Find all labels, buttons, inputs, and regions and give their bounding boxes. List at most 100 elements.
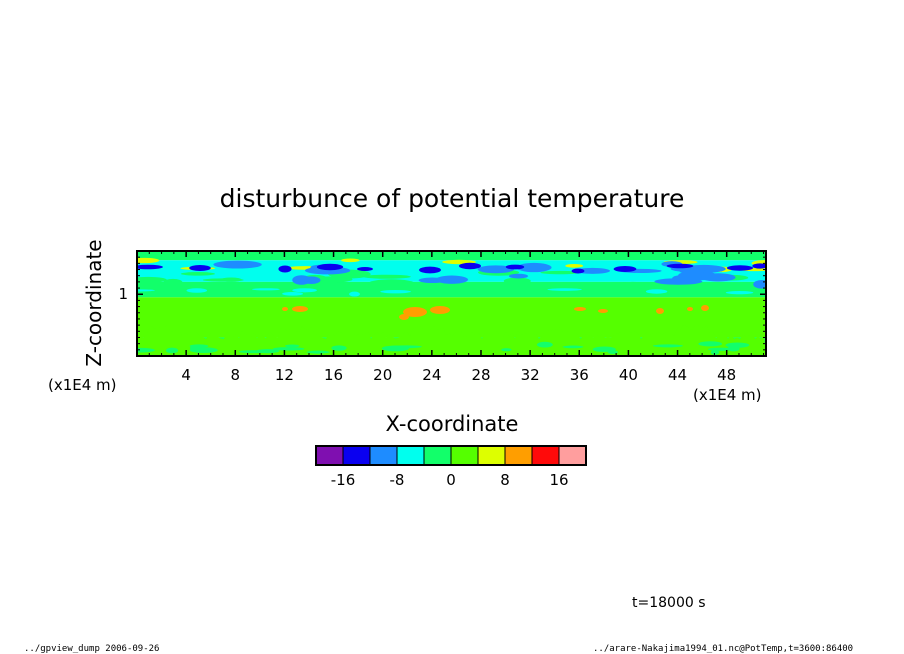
heatmap-patch — [251, 288, 280, 291]
heatmap-patch — [137, 264, 163, 270]
heatmap-patch — [367, 279, 416, 289]
heatmap-patch — [292, 288, 317, 293]
heatmap-patch — [292, 306, 308, 312]
x-tick-label: 4 — [181, 366, 191, 384]
heatmap-patch — [687, 307, 693, 311]
heatmap-patch — [725, 291, 754, 295]
time-annotation: t=18000 s — [632, 595, 706, 611]
colorbar-swatch — [423, 445, 452, 466]
colorbar-swatch — [531, 445, 560, 466]
colorbar-label: -16 — [331, 471, 356, 489]
colorbar-swatch — [504, 445, 533, 466]
x-axis-label: X-coordinate — [386, 412, 519, 436]
colorbar-swatch — [450, 445, 479, 466]
x-tick-label: 28 — [471, 366, 490, 384]
heatmap-patch — [213, 260, 262, 269]
heatmap-patch — [458, 262, 482, 270]
heatmap-patch — [652, 344, 683, 348]
heatmap-patch — [331, 345, 347, 351]
y-tick-label: 1 — [118, 285, 128, 303]
x-tick-label: 40 — [619, 366, 638, 384]
colorbar-swatch — [369, 445, 398, 466]
heatmap-patch — [477, 265, 515, 274]
colorbar — [315, 445, 587, 466]
heatmap-patch — [284, 344, 300, 348]
heatmap-patch — [272, 347, 305, 351]
x-tick-label: 20 — [373, 366, 392, 384]
heatmap-patch — [438, 283, 479, 288]
heatmap-patch — [180, 272, 216, 276]
heatmap-patch — [752, 263, 766, 269]
heatmap-patch — [137, 289, 155, 292]
heatmap-band — [137, 297, 766, 338]
heatmap-patch — [303, 283, 318, 290]
heatmap-patch — [565, 263, 584, 268]
heatmap-patch — [666, 263, 694, 269]
heatmap-patch — [656, 308, 664, 314]
plot-frame — [136, 250, 767, 357]
heatmap-band — [137, 260, 766, 282]
heatmap-patch — [536, 341, 553, 348]
x-axis: 4 8 12 16 20 24 28 32 36 40 44 48 — [148, 251, 765, 384]
heatmap-patch — [399, 314, 409, 320]
heatmap-patch — [619, 281, 646, 290]
heatmap-patch — [540, 270, 581, 275]
heatmap-patch — [363, 274, 411, 279]
colorbar-swatch — [477, 445, 506, 466]
x-axis-unit: (x1E4 m) — [693, 386, 762, 404]
heatmap-patch — [571, 268, 585, 274]
colorbar-labels: -16 -8 0 8 16 — [331, 471, 569, 489]
heatmap-patch — [710, 349, 720, 355]
heatmap-patch — [381, 345, 410, 352]
heatmap-patch — [137, 347, 155, 353]
heatmap-patch — [302, 276, 321, 284]
heatmap-patch — [575, 267, 610, 274]
heatmap-patch — [698, 341, 723, 347]
x-tick-label: 36 — [570, 366, 589, 384]
heatmap-patch — [501, 348, 512, 352]
heatmap-patch — [316, 263, 344, 271]
x-tick-label: 32 — [521, 366, 540, 384]
colorbar-label: -8 — [390, 471, 405, 489]
x-tick-label: 8 — [231, 366, 241, 384]
heatmap-patch — [278, 265, 292, 273]
heatmap-band — [137, 251, 766, 261]
heatmap-patch — [403, 307, 427, 317]
colorbar-swatch — [342, 445, 371, 466]
x-tick-label: 48 — [717, 366, 736, 384]
heatmap-patch — [598, 309, 608, 313]
heatmap-patch — [574, 307, 586, 311]
heatmap-patch — [505, 264, 525, 270]
heatmap-patch — [166, 347, 179, 354]
heatmap-patch — [238, 350, 269, 354]
heatmap-patch — [654, 278, 703, 285]
colorbar-label: 8 — [500, 471, 510, 489]
heatmap-patch — [336, 277, 353, 282]
heatmap-patch — [503, 277, 531, 285]
heatmap-patch — [282, 307, 288, 311]
heatmap-patch — [137, 257, 160, 264]
heatmap-patch — [419, 266, 441, 274]
heatmap-patch — [282, 291, 304, 296]
heatmap-patch — [349, 291, 360, 297]
heatmap-patch — [380, 289, 411, 294]
heatmap-patch — [700, 273, 736, 282]
heatmap-patch — [727, 345, 740, 352]
heatmap-patch — [645, 289, 668, 294]
y-axis-unit: (x1E4 m) — [48, 376, 117, 394]
heatmap-patch — [430, 306, 450, 314]
chart-title: disturbunce of potential temperature — [220, 184, 685, 213]
y-axis-label: Z-coordinate — [82, 239, 106, 366]
heatmap-patch — [357, 266, 373, 272]
heatmap-patch — [418, 277, 446, 284]
heatmap-patch — [592, 346, 616, 352]
heatmap-patch — [186, 288, 208, 293]
heatmap-patch — [137, 276, 167, 283]
colorbar-swatch — [396, 445, 425, 466]
footer-right: ../arare-Nakajima1994_01.nc@PotTemp,t=36… — [593, 644, 853, 654]
colorbar-swatch — [315, 445, 344, 466]
y-axis: 1 — [118, 256, 766, 351]
heatmap-patch — [306, 350, 330, 354]
heatmap-patch — [189, 347, 218, 353]
